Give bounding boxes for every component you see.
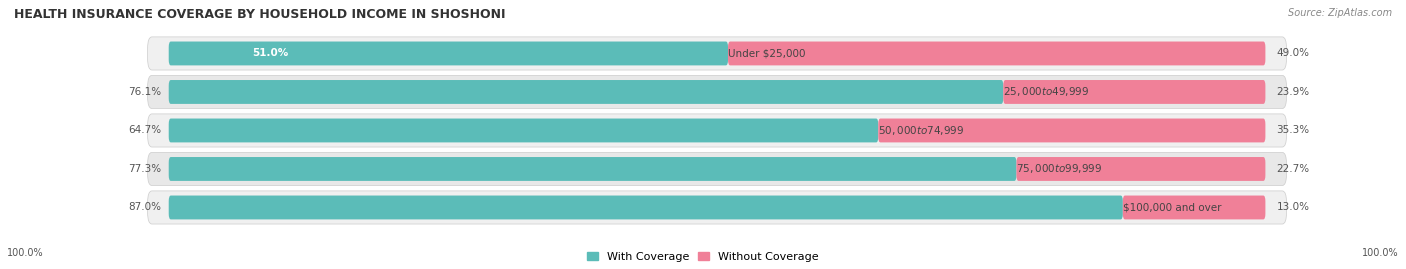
Text: 100.0%: 100.0% xyxy=(1362,248,1399,258)
Text: 100.0%: 100.0% xyxy=(7,248,44,258)
Text: $100,000 and over: $100,000 and over xyxy=(1123,203,1222,213)
Text: 64.7%: 64.7% xyxy=(128,125,162,136)
Text: $25,000 to $49,999: $25,000 to $49,999 xyxy=(1004,86,1090,98)
Text: $50,000 to $74,999: $50,000 to $74,999 xyxy=(879,124,965,137)
Text: 22.7%: 22.7% xyxy=(1277,164,1310,174)
Text: Under $25,000: Under $25,000 xyxy=(728,48,806,58)
FancyBboxPatch shape xyxy=(148,153,1286,186)
Text: 49.0%: 49.0% xyxy=(1277,48,1309,58)
Text: 87.0%: 87.0% xyxy=(129,203,162,213)
Legend: With Coverage, Without Coverage: With Coverage, Without Coverage xyxy=(582,247,824,266)
Text: 35.3%: 35.3% xyxy=(1277,125,1310,136)
FancyBboxPatch shape xyxy=(148,37,1286,70)
FancyBboxPatch shape xyxy=(1017,157,1265,181)
FancyBboxPatch shape xyxy=(148,191,1286,224)
FancyBboxPatch shape xyxy=(148,75,1286,108)
FancyBboxPatch shape xyxy=(169,157,1017,181)
FancyBboxPatch shape xyxy=(169,80,1004,104)
FancyBboxPatch shape xyxy=(169,119,879,142)
FancyBboxPatch shape xyxy=(169,196,1123,220)
Text: 77.3%: 77.3% xyxy=(128,164,162,174)
Text: HEALTH INSURANCE COVERAGE BY HOUSEHOLD INCOME IN SHOSHONI: HEALTH INSURANCE COVERAGE BY HOUSEHOLD I… xyxy=(14,8,506,21)
FancyBboxPatch shape xyxy=(1123,196,1265,220)
Text: Source: ZipAtlas.com: Source: ZipAtlas.com xyxy=(1288,8,1392,18)
Text: 23.9%: 23.9% xyxy=(1277,87,1310,97)
FancyBboxPatch shape xyxy=(728,41,1265,65)
FancyBboxPatch shape xyxy=(879,119,1265,142)
Text: $75,000 to $99,999: $75,000 to $99,999 xyxy=(1017,162,1102,175)
Text: 76.1%: 76.1% xyxy=(128,87,162,97)
FancyBboxPatch shape xyxy=(148,114,1286,147)
FancyBboxPatch shape xyxy=(169,41,728,65)
Text: 51.0%: 51.0% xyxy=(253,48,288,58)
Text: 13.0%: 13.0% xyxy=(1277,203,1309,213)
FancyBboxPatch shape xyxy=(1004,80,1265,104)
